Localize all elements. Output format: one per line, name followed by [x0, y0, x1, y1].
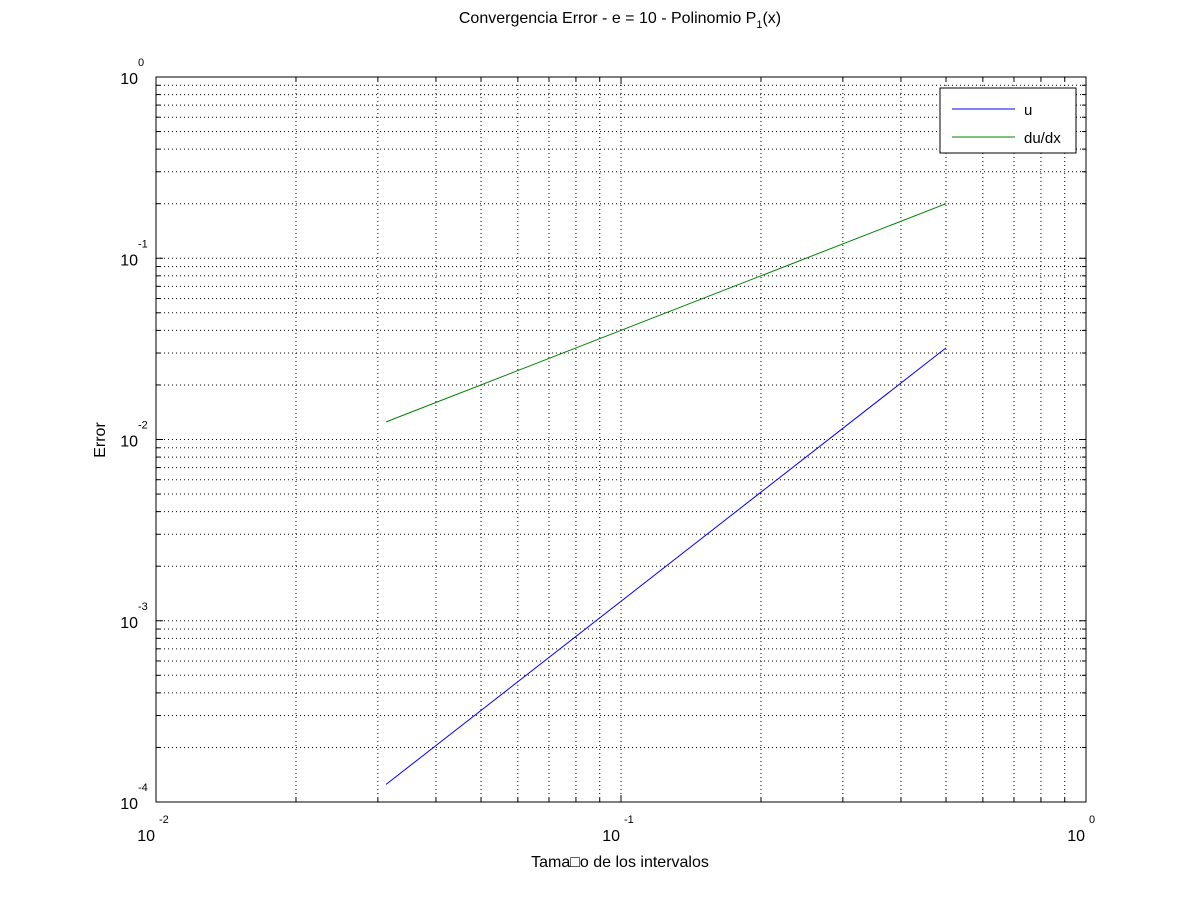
y-tick-label: 10 — [120, 615, 138, 632]
legend-label-dudx: du/dx — [1024, 130, 1061, 147]
y-tick-label: 10 — [120, 796, 138, 813]
y-tick-exponent: -4 — [138, 782, 148, 794]
grid-lines — [156, 77, 1086, 802]
series-line-u — [385, 347, 947, 785]
x-tick-exponent: 0 — [1089, 814, 1095, 826]
legend-box — [939, 87, 1077, 154]
x-tick-label: 10 — [602, 828, 620, 845]
y-tick-label: 10 — [120, 434, 138, 451]
x-axis-label: Tama□o de los intervalos — [531, 854, 709, 871]
series-lines — [385, 203, 947, 785]
x-tick-label: 10 — [1067, 828, 1085, 845]
y-tick-label: 10 — [120, 71, 138, 88]
legend: u du/dx — [939, 87, 1077, 154]
legend-label-u: u — [1024, 102, 1032, 119]
y-axis-label: Error — [92, 422, 109, 458]
y-tick-exponent: 0 — [138, 57, 144, 69]
series-line-dudx — [385, 203, 947, 423]
x-tick-label: 10 — [137, 828, 155, 845]
y-tick-exponent: -3 — [138, 601, 148, 613]
y-tick-exponent: -1 — [138, 238, 148, 250]
y-tick-label: 10 — [120, 252, 138, 269]
x-tick-exponent: -2 — [159, 814, 169, 826]
tick-marks — [155, 76, 1087, 803]
chart-title: Convergencia Error - e = 10 - Polinomio … — [459, 10, 781, 31]
y-tick-exponent: -2 — [138, 420, 148, 432]
x-tick-exponent: -1 — [624, 814, 634, 826]
